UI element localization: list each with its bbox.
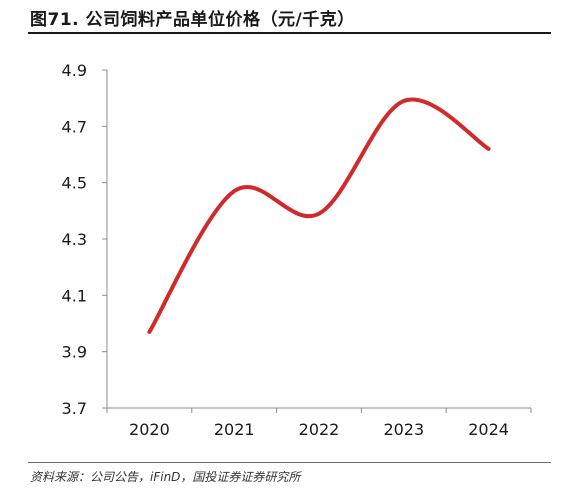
chart-axes: [106, 70, 531, 409]
x-tick-label: 2020: [129, 420, 170, 439]
footer-divider: [28, 462, 551, 463]
y-tick-label: 4.7: [62, 117, 87, 136]
series-line: [147, 97, 491, 334]
x-tick-label: 2021: [214, 420, 255, 439]
y-tick-label: 4.5: [62, 174, 87, 193]
chart-title: 图71. 公司饲料产品单位价格（元/千克）: [30, 10, 355, 30]
y-tick-label: 3.9: [62, 343, 87, 362]
x-axis-ticks: 2020 2021 2022 2023 2024: [106, 408, 532, 439]
y-tick-label: 4.3: [62, 230, 87, 249]
title-divider: [28, 32, 551, 34]
y-tick-label: 4.9: [62, 61, 87, 80]
source-note: 资料来源：公司公告，iFinD，国投证券证券研究所: [30, 470, 301, 484]
x-tick-label: 2023: [383, 420, 424, 439]
y-tick-label: 3.7: [62, 399, 87, 418]
y-tick-label: 4.1: [62, 286, 87, 305]
chart-series: [147, 97, 491, 334]
y-axis-ticks: 3.7 3.9 4.1 4.3 4.5 4.7 4.9: [62, 61, 107, 418]
x-tick-label: 2022: [299, 420, 340, 439]
x-tick-label: 2024: [468, 420, 509, 439]
